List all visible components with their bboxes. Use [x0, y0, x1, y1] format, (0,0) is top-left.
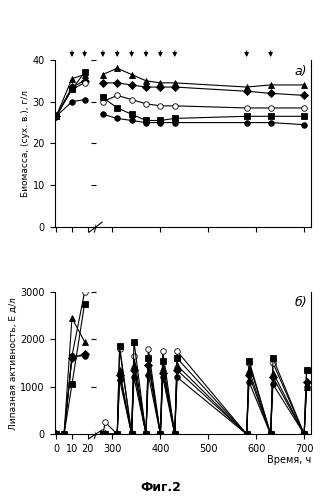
- X-axis label: Время, ч: Время, ч: [267, 455, 311, 465]
- Text: Фиг.2: Фиг.2: [140, 481, 181, 494]
- Y-axis label: Биомасса, (сух. в.), г/л: Биомасса, (сух. в.), г/л: [21, 90, 30, 197]
- Text: б): б): [294, 296, 307, 309]
- Text: а): а): [295, 65, 307, 78]
- Y-axis label: Липазная активность, Е д/л: Липазная активность, Е д/л: [8, 296, 17, 430]
